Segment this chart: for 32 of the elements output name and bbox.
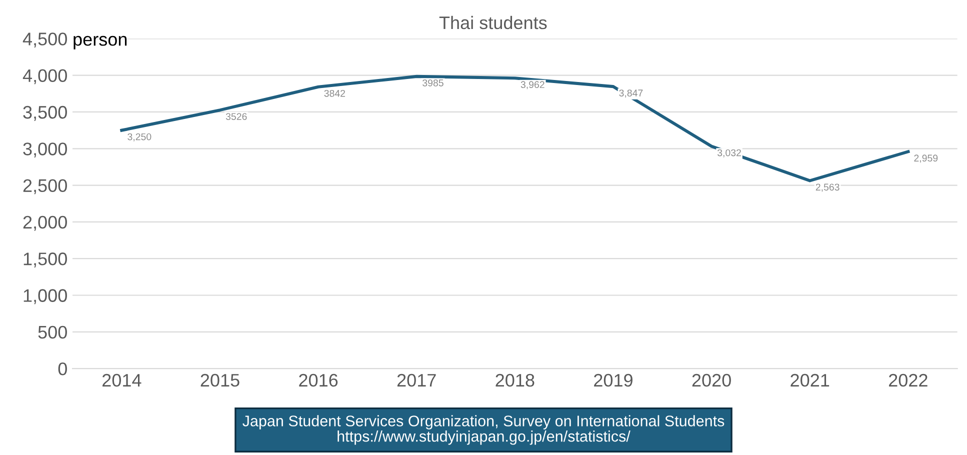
y-tick-label: 2,000	[23, 216, 67, 231]
x-tick-label: 2021	[790, 374, 830, 387]
data-label: 3985	[422, 79, 444, 86]
x-tick-label: 2015	[200, 374, 240, 387]
data-label: 3,032	[717, 149, 741, 158]
y-tick-label: 1,500	[24, 252, 67, 268]
y-tick-label: 4,000	[22, 69, 67, 84]
y-tick-label: 500	[38, 326, 67, 339]
x-tick-label: 2014	[102, 374, 142, 387]
line-series	[120, 74, 910, 182]
data-label: 3,962	[520, 81, 544, 90]
y-tick-label: 3,000	[23, 142, 67, 158]
data-label: 3526	[226, 113, 247, 120]
x-tick-label: 2017	[397, 374, 436, 387]
data-label: 3,250	[128, 133, 152, 142]
data-label: 2,563	[816, 184, 840, 192]
y-tick-label: 4,500	[22, 32, 67, 48]
x-tick-label: 2016	[299, 374, 338, 387]
data-label: 3,847	[619, 90, 643, 98]
y-tick-label: 1,000	[24, 289, 67, 304]
data-label: 2,959	[914, 154, 938, 163]
y-tick-label: 3,500	[23, 106, 67, 121]
x-tick-label: 2018	[496, 374, 534, 387]
data-label: 3842	[324, 90, 345, 97]
y-tick-label: 2,500	[23, 179, 67, 194]
x-tick-label: 2020	[692, 374, 731, 387]
y-axis-title: person	[74, 36, 127, 50]
y-tick-label: 0	[58, 362, 67, 376]
x-tick-label: 2019	[594, 374, 632, 387]
x-tick-label: 2022	[889, 374, 928, 387]
text: Japan Student Services Organization, Survey on International Students https://www.studyinjapan.go.jp/en/statistics/	[242, 415, 724, 445]
chart-title: Thai students	[439, 16, 547, 30]
